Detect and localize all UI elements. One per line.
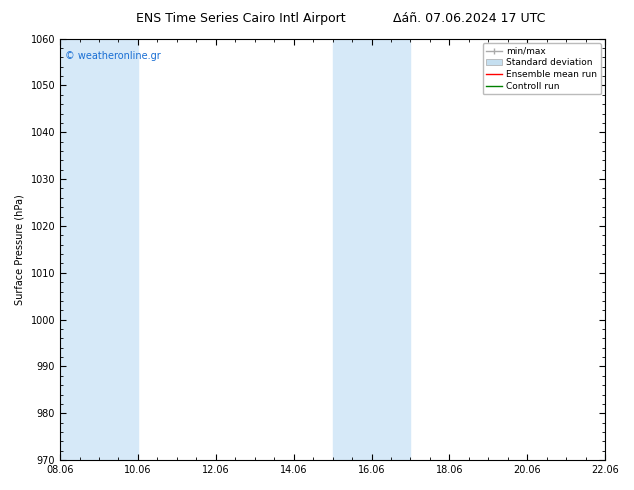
Bar <box>60 39 138 460</box>
Text: ENS Time Series Cairo Intl Airport: ENS Time Series Cairo Intl Airport <box>136 12 346 25</box>
Legend: min/max, Standard deviation, Ensemble mean run, Controll run: min/max, Standard deviation, Ensemble me… <box>482 43 600 95</box>
Text: Δáñ. 07.06.2024 17 UTC: Δáñ. 07.06.2024 17 UTC <box>393 12 545 25</box>
Bar <box>333 39 410 460</box>
Text: © weatheronline.gr: © weatheronline.gr <box>65 51 161 61</box>
Bar <box>605 39 634 460</box>
Y-axis label: Surface Pressure (hPa): Surface Pressure (hPa) <box>15 194 25 305</box>
